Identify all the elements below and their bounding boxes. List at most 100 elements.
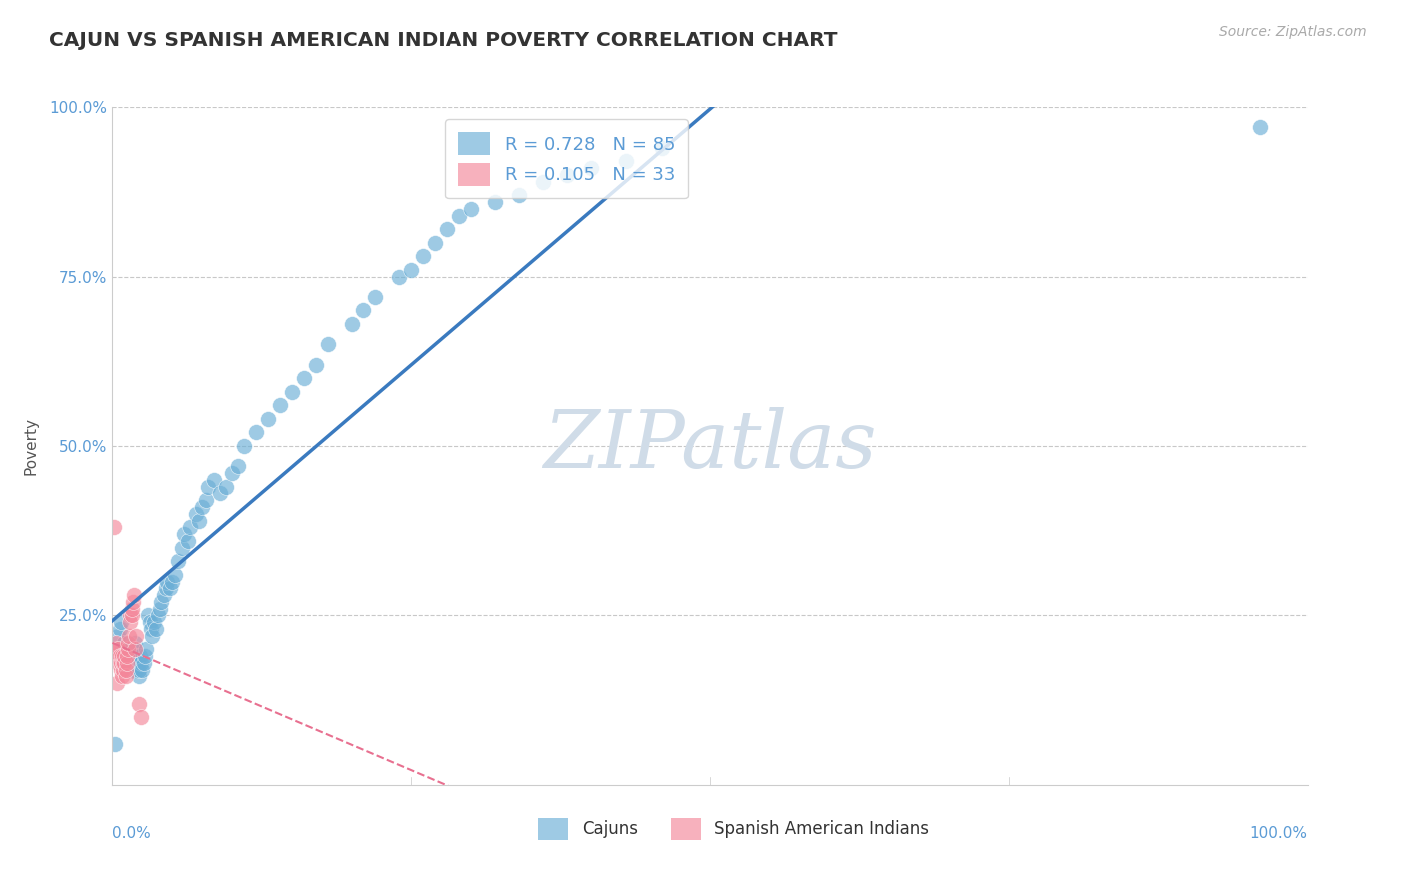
- Point: [153, 588, 176, 602]
- Point: [155, 582, 177, 596]
- Y-axis label: Poverty: Poverty: [24, 417, 38, 475]
- Point: [105, 635, 128, 649]
- Point: [128, 669, 150, 683]
- Point: [103, 520, 125, 534]
- Point: [114, 669, 136, 683]
- Point: [186, 507, 208, 521]
- Point: [104, 649, 127, 664]
- Text: 100.0%: 100.0%: [1250, 826, 1308, 840]
- Point: [114, 635, 135, 649]
- Point: [120, 615, 142, 630]
- Point: [141, 629, 163, 643]
- Point: [194, 493, 217, 508]
- Point: [177, 533, 200, 548]
- Point: [111, 642, 134, 657]
- Point: [269, 398, 291, 412]
- Point: [121, 656, 143, 670]
- Point: [108, 649, 131, 664]
- Point: [112, 656, 135, 670]
- Point: [127, 656, 149, 670]
- Point: [616, 154, 638, 169]
- Point: [340, 317, 363, 331]
- Point: [117, 642, 139, 657]
- Point: [114, 649, 135, 664]
- Point: [121, 663, 143, 677]
- Point: [107, 656, 129, 670]
- Point: [118, 649, 141, 664]
- Point: [162, 574, 183, 589]
- Point: [257, 412, 280, 426]
- Point: [110, 663, 132, 677]
- Point: [209, 486, 232, 500]
- Point: [191, 500, 214, 514]
- Point: [110, 615, 132, 630]
- Point: [233, 439, 256, 453]
- Point: [115, 656, 138, 670]
- Point: [129, 656, 152, 670]
- Point: [447, 209, 470, 223]
- Point: [412, 249, 434, 263]
- Point: [129, 710, 152, 724]
- Point: [121, 595, 143, 609]
- Point: [150, 595, 173, 609]
- Point: [221, 466, 243, 480]
- Point: [167, 554, 190, 568]
- Point: [159, 582, 181, 596]
- Point: [484, 194, 506, 209]
- Point: [316, 337, 339, 351]
- Point: [114, 642, 135, 657]
- Point: [555, 168, 578, 182]
- Point: [425, 235, 447, 250]
- Point: [145, 622, 167, 636]
- Point: [135, 642, 157, 657]
- Point: [122, 588, 145, 602]
- Point: [138, 615, 160, 630]
- Point: [122, 642, 145, 657]
- Point: [124, 635, 146, 649]
- Point: [110, 656, 132, 670]
- Point: [215, 480, 238, 494]
- Point: [120, 656, 142, 670]
- Point: [179, 520, 201, 534]
- Point: [187, 514, 209, 528]
- Point: [436, 222, 458, 236]
- Point: [305, 358, 328, 372]
- Point: [121, 649, 143, 664]
- Point: [121, 601, 143, 615]
- Point: [107, 629, 129, 643]
- Point: [170, 541, 193, 555]
- Point: [292, 371, 315, 385]
- Point: [111, 669, 134, 683]
- Point: [226, 459, 249, 474]
- Point: [531, 175, 554, 189]
- Point: [115, 649, 138, 664]
- Point: [104, 737, 127, 751]
- Point: [105, 676, 128, 690]
- Point: [128, 663, 150, 677]
- Point: [115, 642, 138, 657]
- Point: [364, 290, 387, 304]
- Text: ZIPatlas: ZIPatlas: [543, 408, 877, 484]
- Point: [139, 622, 162, 636]
- Point: [129, 649, 152, 664]
- Legend: Cajuns, Spanish American Indians: Cajuns, Spanish American Indians: [527, 806, 941, 851]
- Point: [508, 188, 530, 202]
- Point: [125, 649, 148, 664]
- Point: [149, 601, 172, 615]
- Point: [118, 629, 141, 643]
- Point: [124, 642, 146, 657]
- Point: [245, 425, 267, 440]
- Point: [134, 649, 156, 664]
- Point: [128, 697, 150, 711]
- Point: [117, 656, 139, 670]
- Point: [108, 622, 131, 636]
- Point: [146, 608, 169, 623]
- Point: [114, 663, 136, 677]
- Point: [107, 642, 129, 657]
- Point: [112, 649, 135, 664]
- Point: [138, 608, 160, 623]
- Point: [156, 574, 179, 589]
- Point: [281, 384, 304, 399]
- Point: [132, 656, 155, 670]
- Point: [120, 608, 142, 623]
